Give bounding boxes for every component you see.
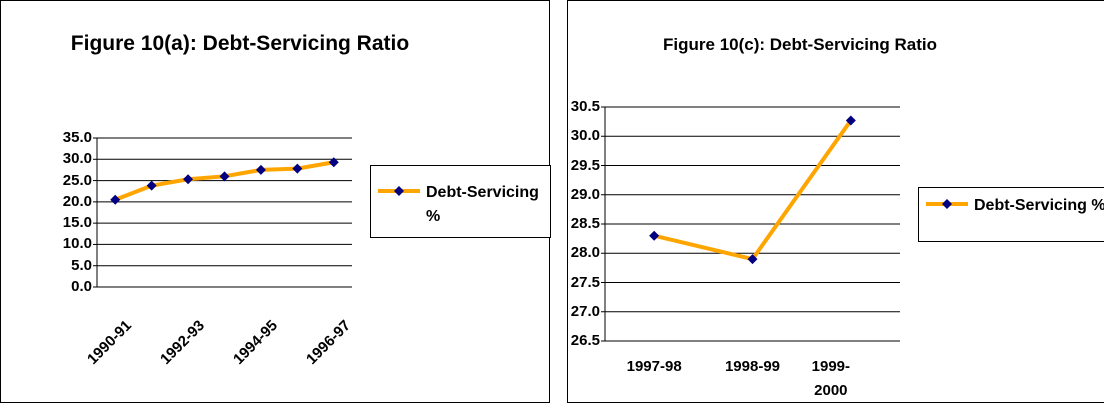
y-tick-label: 27.0 (570, 302, 600, 320)
data-point (328, 157, 339, 168)
data-point (845, 115, 856, 126)
data-point (649, 230, 660, 241)
legend-marker (942, 199, 952, 209)
x-tick-label: 1998-99 (724, 358, 781, 375)
y-tick-label: 30.0 (570, 127, 600, 145)
data-point (219, 171, 230, 182)
y-tick-label: 29.5 (570, 156, 600, 174)
legend-box (370, 165, 551, 238)
legend-label: Debt-Servicing % (426, 184, 539, 225)
y-tick-label: 28.5 (570, 215, 600, 232)
x-tick-label: 1999-2000 (811, 358, 851, 399)
y-tick-label: 20.0 (62, 192, 92, 210)
y-tick-label: 28.0 (570, 244, 600, 262)
data-point (110, 194, 121, 205)
y-tick-label: 25.0 (62, 171, 92, 189)
y-tick-label: 0.0 (71, 278, 92, 295)
y-tick-label: 27.5 (570, 273, 600, 291)
data-point (747, 254, 758, 265)
y-tick-label: 29.0 (570, 185, 600, 203)
chart-title: Figure 10(a): Debt-Servicing Ratio (70, 32, 410, 56)
y-tick-label: 15.0 (62, 214, 92, 232)
y-tick-label: 35.0 (62, 129, 92, 146)
legend-label: Debt-Servicing % (974, 197, 1104, 214)
chart-title: Figure 10(c): Debt-Servicing Ratio (663, 34, 937, 54)
data-point (255, 164, 266, 175)
data-point (183, 174, 194, 185)
legend-box (918, 187, 1104, 242)
data-point (292, 163, 303, 174)
y-tick-label: 5.0 (71, 256, 92, 274)
x-tick-label: 1997-98 (626, 358, 682, 375)
data-point (146, 180, 157, 191)
data-line (653, 119, 853, 262)
y-tick-label: 30.5 (570, 98, 600, 115)
y-tick-label: 30.0 (62, 150, 92, 168)
y-tick-label: 10.0 (62, 235, 92, 253)
y-tick-label: 26.5 (570, 332, 600, 349)
legend-marker (394, 186, 404, 196)
